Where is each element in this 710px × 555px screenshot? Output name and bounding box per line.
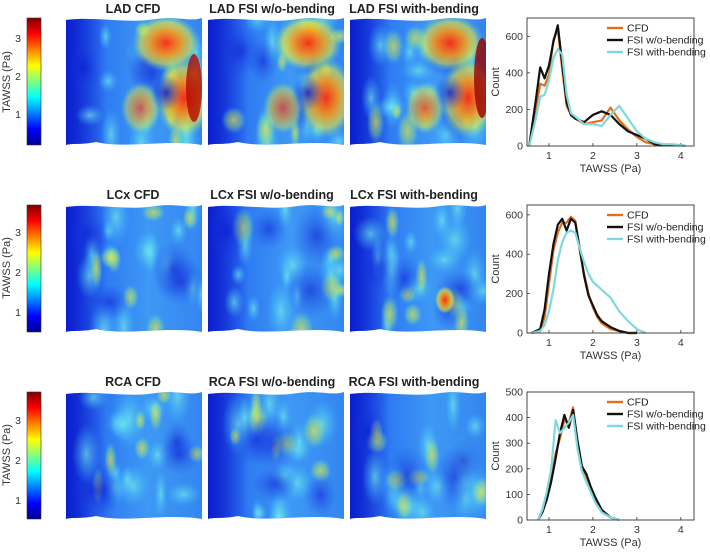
y-axis-label: Count xyxy=(490,67,502,96)
y-tick-label: 0 xyxy=(517,141,523,153)
contour-map-panel xyxy=(208,392,344,519)
colorbar-tick: 1 xyxy=(15,307,21,319)
x-axis-label: TAWSS (Pa) xyxy=(580,350,642,362)
series-line xyxy=(537,408,620,522)
subplot-title: RCA CFD xyxy=(105,375,161,389)
legend-label: FSI with-bending xyxy=(627,421,706,433)
subplot-title: LAD FSI w/o-bending xyxy=(209,2,335,16)
x-tick-label: 1 xyxy=(546,150,552,162)
x-axis-label: TAWSS (Pa) xyxy=(580,163,642,175)
colorbar-label: TAWSS (Pa) xyxy=(1,237,13,299)
legend-label: FSI w/o-bending xyxy=(627,222,704,234)
x-tick-label: 4 xyxy=(678,524,684,536)
y-tick-label: 300 xyxy=(505,438,523,450)
contour-map-panel xyxy=(66,18,202,145)
colorbar-row-1: 3 2 1 TAWSS (Pa) xyxy=(1,17,42,146)
x-tick-label: 3 xyxy=(634,524,640,536)
legend-label: FSI with-bending xyxy=(627,234,706,246)
series-line xyxy=(528,47,686,148)
colorbar-gradient xyxy=(26,391,42,520)
colorbar-row-2: 3 2 1 TAWSS (Pa) xyxy=(1,204,42,333)
subplot-title: LCx CFD xyxy=(107,188,160,202)
colorbar-label: TAWSS (Pa) xyxy=(1,51,13,113)
x-tick-label: 2 xyxy=(590,337,596,349)
colorbar-tick: 3 xyxy=(15,227,21,239)
x-tick-label: 1 xyxy=(546,337,552,349)
y-tick-label: 0 xyxy=(517,515,523,527)
x-tick-label: 3 xyxy=(634,150,640,162)
subplot-title: RCA FSI w/o-bending xyxy=(209,375,336,389)
y-tick-label: 600 xyxy=(505,209,523,221)
colorbar-tick: 2 xyxy=(15,71,21,83)
subplot-title: LCx FSI w/o-bending xyxy=(210,188,334,202)
y-axis-label: Count xyxy=(490,441,502,470)
colorbar-label: TAWSS (Pa) xyxy=(1,424,13,486)
colorbar-tick: 2 xyxy=(15,267,21,279)
subplot-titles: LAD CFD LAD FSI w/o-bending LAD FSI with… xyxy=(105,2,479,389)
legend-label: CFD xyxy=(627,210,649,222)
colorbar-gradient xyxy=(26,17,42,146)
subplot-title: LCx FSI with-bending xyxy=(350,188,478,202)
contour-map-panel xyxy=(350,205,486,332)
axes-box xyxy=(526,391,695,521)
axes-box xyxy=(526,17,695,147)
y-tick-label: 0 xyxy=(517,328,523,340)
subplot-title: LAD FSI with-bending xyxy=(349,2,479,16)
subplot-title: LAD CFD xyxy=(106,2,161,16)
legend-label: FSI w/o-bending xyxy=(627,409,704,421)
colorbar-row-3: 3 2 1 TAWSS (Pa) xyxy=(1,391,42,520)
series-line xyxy=(531,229,647,335)
y-tick-label: 100 xyxy=(505,489,523,501)
colorbar-tick: 3 xyxy=(15,415,21,427)
x-axis-label: TAWSS (Pa) xyxy=(580,537,642,549)
axes-box xyxy=(526,204,695,334)
y-tick-label: 200 xyxy=(505,288,523,300)
colorbar-tick: 1 xyxy=(15,495,21,507)
contour-map-panel xyxy=(208,18,344,145)
x-tick-label: 3 xyxy=(634,337,640,349)
x-tick-label: 1 xyxy=(546,524,552,536)
colorbar-tick: 2 xyxy=(15,455,21,467)
series-line xyxy=(528,24,686,148)
subplot-title: RCA FSI with-bending xyxy=(349,375,480,389)
contour-map-panel xyxy=(350,18,486,145)
y-axis-label: Count xyxy=(490,254,502,283)
x-tick-label: 4 xyxy=(678,337,684,349)
tawss-contour-maps xyxy=(66,18,486,519)
contour-map-panel xyxy=(66,392,202,519)
series-line xyxy=(530,217,637,335)
y-tick-label: 200 xyxy=(505,463,523,475)
colorbar-tick: 3 xyxy=(15,33,21,45)
x-tick-label: 2 xyxy=(590,524,596,536)
y-tick-label: 400 xyxy=(505,412,523,424)
legend-label: FSI with-bending xyxy=(627,47,706,59)
contour-map-panel xyxy=(350,392,486,519)
series-line xyxy=(536,413,620,522)
x-tick-label: 4 xyxy=(678,150,684,162)
legend-label: CFD xyxy=(627,23,649,35)
y-tick-label: 400 xyxy=(505,249,523,261)
contour-map-panel xyxy=(208,205,344,332)
y-tick-label: 500 xyxy=(505,387,523,399)
colorbar-gradient xyxy=(26,204,42,333)
legend-label: FSI w/o-bending xyxy=(627,35,704,47)
colorbar-tick: 1 xyxy=(15,109,21,121)
y-tick-label: 400 xyxy=(505,67,523,79)
legend-label: CFD xyxy=(627,397,649,409)
x-tick-label: 2 xyxy=(590,150,596,162)
y-tick-label: 600 xyxy=(505,31,523,43)
contour-map-panel xyxy=(66,205,202,332)
y-tick-label: 200 xyxy=(505,104,523,116)
